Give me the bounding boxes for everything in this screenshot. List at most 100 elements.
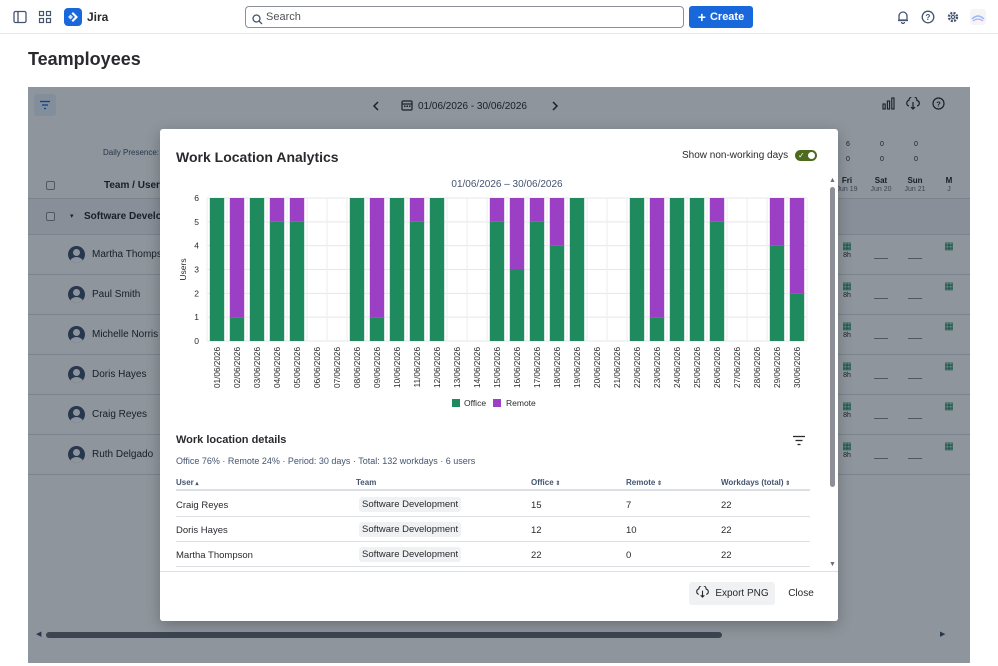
column-header-office[interactable]: Office ⇕ [531,478,561,487]
profile-avatar-icon[interactable] [969,8,987,26]
column-header-workdays[interactable]: Workdays (total) ⇕ [721,478,791,487]
office-cell[interactable]: ▦ 8h [837,281,857,299]
search-input[interactable] [266,9,666,25]
next-period-icon[interactable] [551,98,559,116]
app-switcher-icon[interactable] [36,8,54,26]
x-tick-label: 28/06/2026 [753,347,762,388]
x-tick-label: 16/06/2026 [513,347,522,388]
user-name[interactable]: Ruth Delgado [92,449,154,460]
user-name[interactable]: Craig Reyes [92,409,148,420]
workdays-total-cell: 22 [721,550,732,561]
office-building-icon: ▦ [944,281,954,292]
scroll-left-icon[interactable]: ◀ [36,631,42,638]
horizontal-scrollbar[interactable]: ◀ ▶ [36,631,956,639]
x-tick-label: 13/06/2026 [453,347,462,388]
non-working-cell[interactable] [874,361,888,379]
office-cell[interactable]: ▦ [939,281,959,292]
cloud-download-icon[interactable] [905,95,921,115]
x-tick-label: 04/06/2026 [273,347,282,388]
non-working-cell[interactable] [908,401,922,419]
table-header: User ▴ Team Office ⇕ Remote ⇕ Workdays (… [176,475,810,491]
notifications-bell-icon[interactable] [894,8,912,26]
office-cell[interactable]: ▦ [939,321,959,332]
office-building-icon: ▦ [944,401,954,412]
day-name: Sun [907,176,923,185]
table-row[interactable]: Doris Hayes Software Development 12 10 22 [176,517,810,542]
scroll-up-icon[interactable]: ▲ [829,177,836,184]
x-tick-label: 07/06/2026 [333,347,342,388]
office-cell[interactable]: ▦ [939,241,959,252]
office-cell[interactable]: ▦ 8h [837,321,857,339]
user-name[interactable]: Martha Thompson [92,249,173,260]
office-cell[interactable]: ▦ 8h [837,241,857,259]
y-tick-label: 6 [194,193,199,203]
office-cell[interactable]: ▦ [939,441,959,452]
previous-period-icon[interactable] [372,98,380,116]
non-working-cell[interactable] [908,321,922,339]
office-cell[interactable]: ▦ 8h [837,401,857,419]
calendar-filter-icon[interactable] [34,94,56,116]
group-checkbox[interactable] [46,212,55,221]
column-header-user[interactable]: User ▴ [176,478,199,487]
non-working-cell[interactable] [908,281,922,299]
office-cell[interactable]: ▦ [939,401,959,412]
horizontal-scrollbar-thumb[interactable] [46,632,722,638]
dialog-vertical-scrollbar[interactable]: ▲ ▼ [829,177,837,571]
office-cell[interactable]: ▦ 8h [837,361,857,379]
office-bar [209,198,225,341]
non-working-days-toggle[interactable]: ✓ [795,150,817,161]
select-all-checkbox[interactable] [46,181,55,190]
x-tick-label: 17/06/2026 [533,347,542,388]
x-tick-label: 29/06/2026 [773,347,782,388]
search-box[interactable] [245,6,684,28]
y-tick-label: 3 [194,265,199,275]
column-header-remote[interactable]: Remote ⇕ [626,478,663,487]
legend-remote-label: Remote [506,398,536,408]
close-button[interactable]: Close [782,582,820,605]
create-button[interactable]: + Create [689,6,753,28]
export-png-button[interactable]: Export PNG [689,582,775,605]
team-cell: Software Development [359,497,462,512]
remote-bar [289,198,305,222]
details-filter-icon[interactable] [792,433,806,451]
non-working-cell[interactable] [908,441,922,459]
calendar-help-icon[interactable]: ? [932,97,945,115]
team-cell: Software Development [359,522,462,537]
details-summary: Office 76% · Remote 24% · Period: 30 day… [176,456,476,466]
office-bar [649,317,665,341]
user-name[interactable]: Michelle Norris [92,329,159,340]
office-cell[interactable]: ▦ 8h [837,441,857,459]
user-name[interactable]: Paul Smith [92,289,141,300]
table-row[interactable]: Craig Reyes Software Development 15 7 22 [176,492,810,517]
analytics-chart-icon[interactable] [882,97,895,115]
day-date: J [947,186,951,193]
scroll-down-icon[interactable]: ▼ [829,561,836,568]
remote-days-cell: 7 [626,500,632,511]
non-working-cell[interactable] [874,401,888,419]
non-working-cell[interactable] [874,241,888,259]
non-working-cell[interactable] [874,441,888,459]
scroll-right-icon[interactable]: ▶ [940,631,946,638]
user-name[interactable]: Doris Hayes [92,369,147,380]
chart-title: 01/06/2026 – 30/06/2026 [451,179,563,190]
app-name[interactable]: Jira [87,10,109,24]
non-working-cell[interactable] [874,321,888,339]
office-bar [789,293,805,341]
non-working-cell[interactable] [908,361,922,379]
x-tick-label: 30/06/2026 [793,347,802,388]
sidebar-toggle-icon[interactable] [11,8,29,26]
help-icon[interactable]: ? [919,8,937,26]
remote-bar [789,198,805,294]
office-cell[interactable]: ▦ [939,361,959,372]
non-working-cell[interactable] [874,281,888,299]
dialog-scrollbar-thumb[interactable] [830,187,835,487]
column-header-team[interactable]: Team [356,478,377,487]
office-bar [269,221,285,341]
plus-icon: + [697,9,706,25]
non-working-cell[interactable] [908,241,922,259]
group-collapse-chevron-icon[interactable]: ▾ [70,213,74,220]
date-range-picker[interactable]: 01/06/2026 - 30/06/2026 [401,99,527,114]
jira-logo-icon[interactable] [64,8,82,26]
table-row[interactable]: Martha Thompson Software Development 22 0 22 [176,542,810,567]
settings-gear-icon[interactable] [944,8,962,26]
